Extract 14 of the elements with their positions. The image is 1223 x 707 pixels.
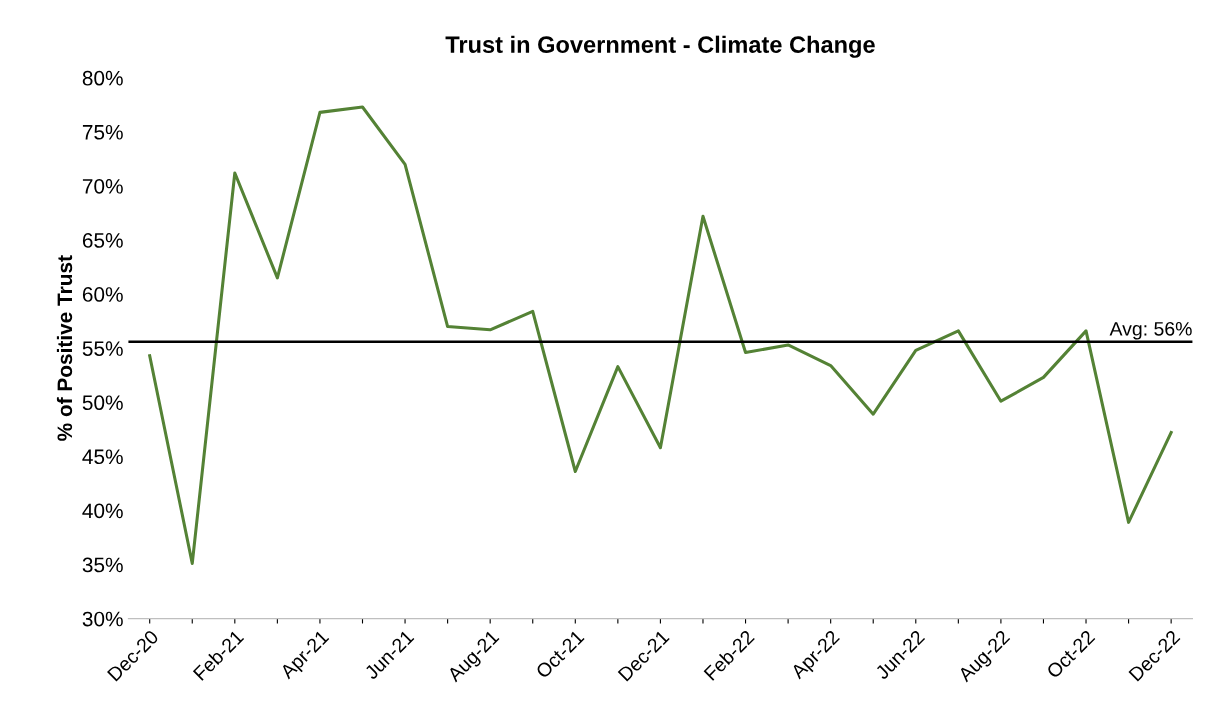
y-tick-label: 60% (82, 287, 123, 302)
y-tick-label: 65% (82, 233, 123, 248)
y-axis-title: % of Positive Trust (56, 255, 73, 441)
chart-title: Trust in Government - Climate Change (445, 35, 875, 58)
ref-line-label: Avg: 56% (1109, 321, 1192, 340)
y-tick-label: 50% (82, 395, 123, 411)
y-tick-label: 40% (82, 503, 123, 519)
y-tick-label: 30% (82, 611, 123, 627)
y-tick-label: 80% (82, 70, 123, 86)
y-tick-label: 45% (82, 449, 123, 465)
y-tick-label: 70% (82, 178, 123, 194)
y-tick-label: 35% (82, 557, 123, 573)
y-tick-label: 75% (82, 124, 123, 140)
y-tick-label: 55% (82, 341, 123, 356)
